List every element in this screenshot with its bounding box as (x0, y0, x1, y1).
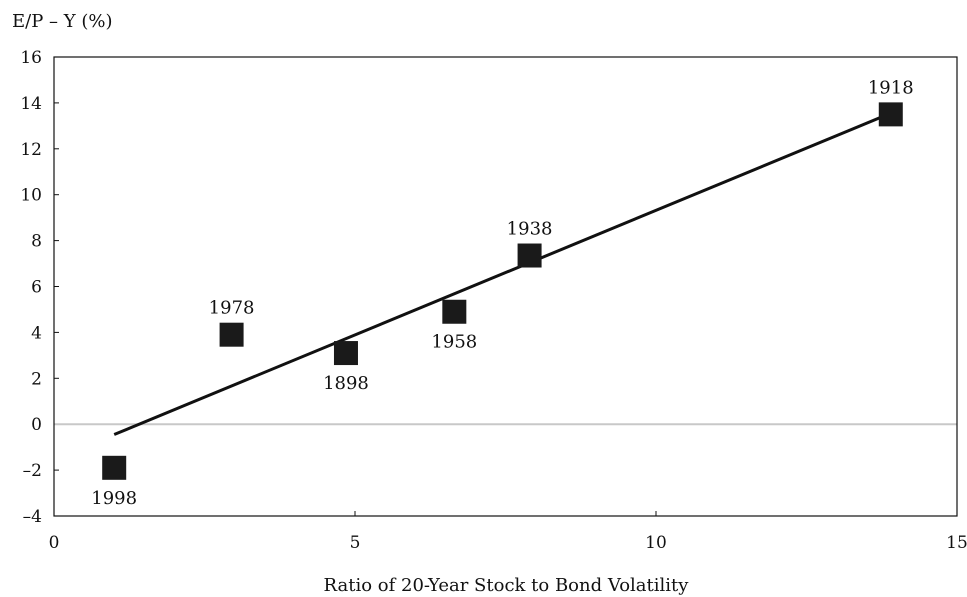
y-tick-label: –4 (23, 507, 42, 527)
data-point-marker (878, 102, 903, 127)
y-tick-label: –2 (23, 461, 42, 481)
x-tick-label: 10 (645, 533, 667, 553)
y-axis-ticks: –4 –2 0 2 4 6 8 10 12 14 16 (20, 48, 59, 527)
data-point-label: 1998 (91, 488, 137, 509)
y-axis-title: E/P – Y (%) (12, 11, 113, 32)
y-tick-label: 12 (20, 140, 42, 160)
data-point-marker (102, 455, 127, 480)
data-point-label: 1898 (323, 373, 369, 394)
trend-line (113, 111, 892, 436)
data-point-marker (517, 243, 542, 268)
y-tick-label: 8 (31, 232, 42, 252)
y-tick-label: 14 (20, 94, 42, 114)
y-tick-label: 0 (31, 415, 42, 435)
x-axis-title: Ratio of 20-Year Stock to Bond Volatilit… (324, 575, 690, 596)
data-point-labels: 1998 1978 1898 1958 1938 1918 (91, 77, 913, 508)
x-tick-label: 0 (49, 533, 60, 553)
data-point-marker (219, 322, 244, 347)
y-tick-label: 4 (31, 323, 42, 343)
plot-frame (53, 56, 958, 517)
data-point-label: 1958 (431, 332, 477, 353)
y-tick-label: 16 (20, 48, 42, 68)
data-points (102, 102, 903, 480)
y-tick-label: 10 (20, 186, 42, 206)
data-point-label: 1978 (209, 298, 255, 319)
x-tick-label: 15 (946, 533, 967, 553)
data-point-label: 1938 (507, 219, 553, 240)
x-axis-ticks: 0 5 10 15 (49, 511, 967, 553)
x-tick-label: 5 (350, 533, 361, 553)
data-point-marker (333, 341, 358, 366)
data-point-label: 1918 (868, 77, 914, 98)
data-point-marker (442, 299, 467, 324)
y-tick-label: 6 (31, 278, 42, 298)
y-tick-label: 2 (31, 369, 42, 389)
